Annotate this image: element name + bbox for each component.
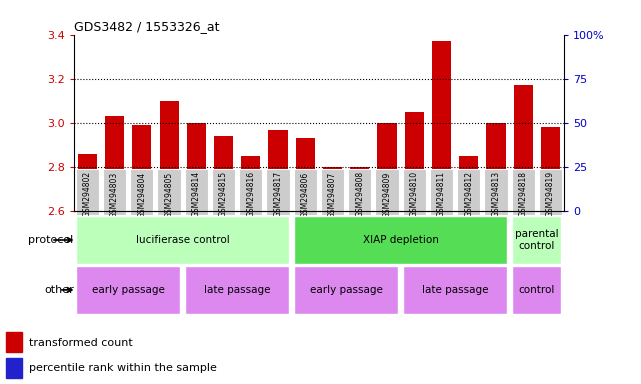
Bar	[323, 167, 342, 211]
Bar	[273, 204, 283, 211]
Bar	[137, 204, 147, 211]
Text: GSM294811: GSM294811	[437, 171, 446, 217]
Text: GDS3482 / 1553326_at: GDS3482 / 1553326_at	[74, 20, 219, 33]
Bar	[512, 216, 562, 264]
Text: GSM294818: GSM294818	[519, 171, 528, 217]
Bar	[241, 156, 260, 211]
Bar	[410, 199, 419, 211]
Text: GSM294804: GSM294804	[137, 171, 146, 217]
Bar	[545, 204, 555, 211]
Text: control: control	[519, 285, 555, 295]
Bar	[267, 169, 290, 215]
Text: transformed count: transformed count	[29, 338, 133, 348]
Bar	[485, 169, 508, 215]
Bar	[130, 169, 153, 215]
Bar	[76, 169, 99, 215]
Bar	[539, 169, 562, 215]
Bar	[239, 169, 262, 215]
Bar	[403, 169, 426, 215]
Bar	[6, 332, 22, 353]
Bar	[246, 205, 256, 211]
Text: GSM294817: GSM294817	[274, 171, 283, 217]
Bar	[103, 169, 126, 215]
Text: percentile rank within the sample: percentile rank within the sample	[29, 363, 217, 374]
Text: GSM294805: GSM294805	[165, 171, 174, 217]
Bar	[212, 169, 235, 215]
Bar	[513, 85, 533, 211]
Text: early passage: early passage	[92, 285, 165, 295]
Bar	[78, 154, 97, 211]
Text: GSM294819: GSM294819	[546, 171, 555, 217]
Bar	[512, 266, 562, 314]
Bar	[491, 205, 501, 211]
Bar	[321, 169, 344, 215]
Text: GSM294812: GSM294812	[464, 171, 473, 217]
Bar	[294, 266, 398, 314]
Bar	[185, 169, 208, 215]
Bar	[132, 125, 151, 211]
Text: GSM294808: GSM294808	[355, 171, 364, 217]
Bar	[269, 129, 288, 211]
Bar	[432, 41, 451, 211]
Bar	[110, 204, 119, 211]
Bar	[519, 202, 528, 211]
Text: GSM294807: GSM294807	[328, 171, 337, 217]
Bar	[219, 206, 228, 211]
Bar	[294, 216, 507, 264]
Bar	[430, 169, 453, 215]
Bar	[185, 266, 289, 314]
Bar	[328, 206, 337, 211]
Text: GSM294802: GSM294802	[83, 171, 92, 217]
Text: GSM294803: GSM294803	[110, 171, 119, 217]
Text: GSM294806: GSM294806	[301, 171, 310, 217]
Bar	[487, 123, 506, 211]
Bar	[6, 358, 22, 378]
Bar	[301, 204, 310, 211]
Bar	[382, 204, 392, 211]
Text: GSM294816: GSM294816	[246, 171, 255, 217]
Bar	[512, 169, 535, 215]
Bar	[187, 123, 206, 211]
Text: other: other	[44, 285, 74, 295]
Text: late passage: late passage	[422, 285, 488, 295]
Bar	[541, 127, 560, 211]
Text: GSM294815: GSM294815	[219, 171, 228, 217]
Bar	[192, 204, 201, 211]
Bar	[296, 138, 315, 211]
Text: late passage: late passage	[204, 285, 271, 295]
Bar	[160, 101, 179, 211]
Text: GSM294814: GSM294814	[192, 171, 201, 217]
Text: protocol: protocol	[28, 235, 74, 245]
Bar	[164, 203, 174, 211]
Text: XIAP depletion: XIAP depletion	[363, 235, 438, 245]
Text: lucifierase control: lucifierase control	[136, 235, 229, 245]
Bar	[355, 206, 365, 211]
Bar	[76, 216, 289, 264]
Bar	[459, 156, 478, 211]
Text: GSM294809: GSM294809	[383, 171, 392, 217]
Bar	[76, 266, 180, 314]
Bar	[348, 169, 371, 215]
Bar	[294, 169, 317, 215]
Bar	[457, 169, 480, 215]
Bar	[214, 136, 233, 211]
Bar	[404, 112, 424, 211]
Text: parental
control: parental control	[515, 229, 559, 251]
Bar	[403, 266, 507, 314]
Bar	[378, 123, 397, 211]
Bar	[105, 116, 124, 211]
Bar	[83, 206, 92, 211]
Bar	[437, 199, 446, 211]
Bar	[350, 167, 369, 211]
Bar	[158, 169, 181, 215]
Bar	[376, 169, 399, 215]
Text: early passage: early passage	[310, 285, 383, 295]
Text: GSM294813: GSM294813	[492, 171, 501, 217]
Text: GSM294810: GSM294810	[410, 171, 419, 217]
Bar	[464, 204, 474, 211]
